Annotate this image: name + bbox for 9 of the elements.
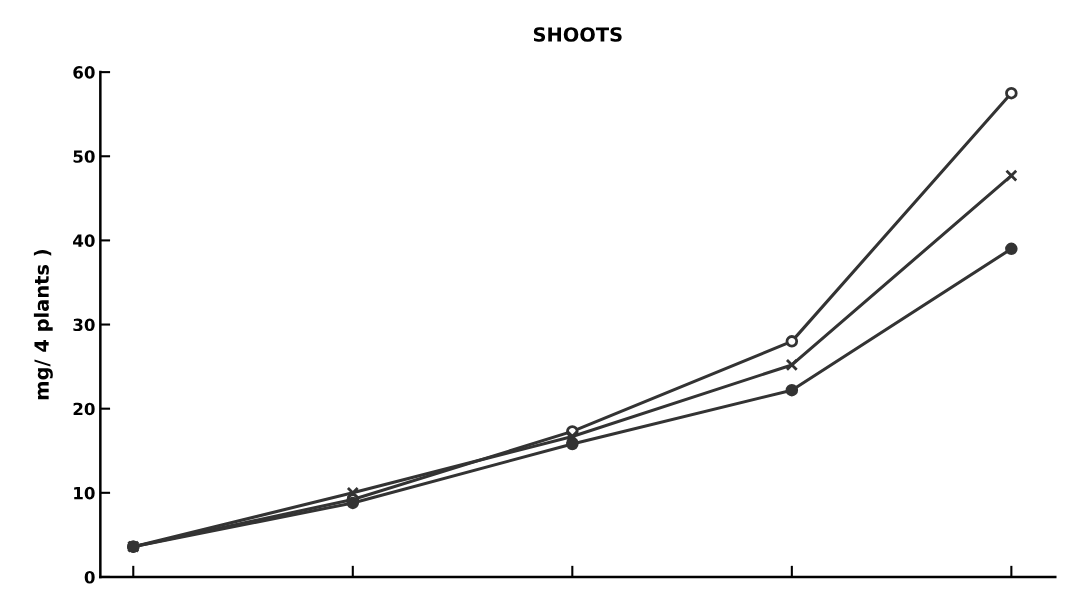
y-tick-label: 20 [73,402,95,416]
y-tick-label: 50 [73,150,95,163]
y-tick-label: 10 [74,486,95,500]
y-axis-title: mg/ 4 plants ) [33,250,53,400]
y-tick-label: 60 [73,66,95,79]
chart-title: SHOOTS [533,27,622,42]
y-tick-label: 40 [73,234,95,247]
y-tick-label: 0 [84,570,95,584]
y-tick-label: 30 [73,318,95,332]
